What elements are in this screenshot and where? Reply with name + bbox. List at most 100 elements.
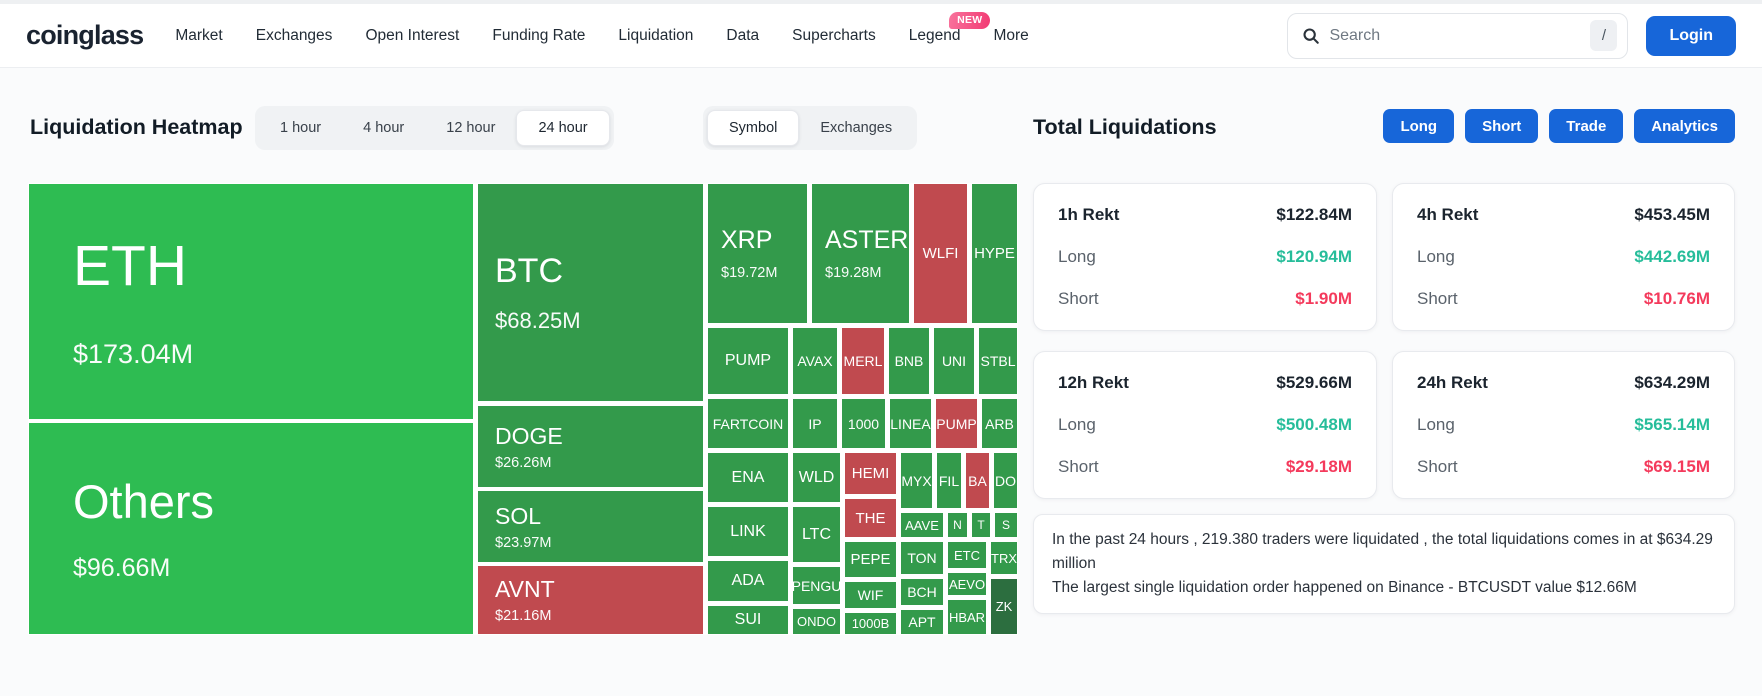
cell-symbol: BA	[968, 472, 987, 489]
nav-item-supercharts[interactable]: Supercharts	[792, 26, 876, 44]
card-row-value-short: $10.76M	[1643, 289, 1710, 308]
treemap-cell-linea[interactable]: LINEA	[889, 398, 932, 449]
cell-symbol: MERL	[843, 353, 883, 369]
search-input[interactable]: Search /	[1287, 12, 1629, 59]
view-option-symbol[interactable]: Symbol	[707, 110, 800, 146]
card-row-value-long: $442.69M	[1634, 247, 1710, 266]
time-option-1-hour[interactable]: 1 hour	[280, 120, 322, 136]
treemap-cell-stbl[interactable]: STBL	[978, 327, 1018, 395]
treemap-cell-ton[interactable]: TON	[900, 541, 944, 575]
treemap-cell-t[interactable]: T	[971, 512, 991, 538]
card-row-label-short: Short	[1417, 289, 1458, 308]
search-placeholder: Search	[1329, 26, 1381, 44]
treemap-cell-n[interactable]: N	[947, 512, 968, 538]
treemap-cell-wlfi[interactable]: WLFI	[913, 183, 968, 324]
symbol-exchanges-toggle: Symbol Exchanges	[703, 106, 918, 150]
treemap-cell-merl[interactable]: MERL	[841, 327, 885, 395]
new-badge: NEW	[949, 11, 991, 29]
card-row-label-long: Long	[1058, 415, 1096, 434]
coinglass-logo[interactable]: coinglass	[26, 20, 144, 50]
card-row-label-long: Long	[1417, 247, 1455, 266]
cell-value: $26.26M	[495, 454, 552, 471]
treemap-cell-pump[interactable]: PUMP	[707, 327, 789, 395]
treemap-cell-hbar[interactable]: HBAR	[947, 599, 987, 635]
nav-item-data[interactable]: Data	[726, 26, 760, 44]
nav-item-market[interactable]: Market	[175, 26, 223, 44]
treemap-cell-avnt[interactable]: AVNT $21.16M	[477, 565, 704, 635]
treemap-cell-wld[interactable]: WLD	[792, 452, 841, 503]
treemap-cell-ondo[interactable]: ONDO	[792, 608, 841, 635]
cell-value: $68.25M	[495, 307, 581, 333]
treemap-cell-ena[interactable]: ENA	[707, 452, 789, 503]
treemap-cell-pengu[interactable]: PENGU	[792, 566, 841, 605]
cell-symbol: PENGU	[792, 577, 841, 594]
treemap-cell-xrp[interactable]: XRP $19.72M	[707, 183, 808, 324]
login-button[interactable]: Login	[1646, 15, 1736, 56]
cell-symbol: N	[953, 518, 962, 532]
time-option-24-hour[interactable]: 24 hour	[516, 110, 610, 146]
card-row-label-short: Short	[1058, 289, 1099, 308]
treemap-cell-ba[interactable]: BA	[965, 452, 990, 509]
treemap-cell-myx[interactable]: MYX	[900, 452, 933, 509]
treemap-cell-1000b[interactable]: 1000B	[844, 612, 897, 635]
time-option-12-hour[interactable]: 12 hour	[446, 120, 496, 136]
cell-symbol: AEVO	[948, 576, 986, 592]
cell-symbol: DOGE	[495, 422, 563, 449]
cell-symbol: BCH	[907, 584, 937, 600]
treemap-cell-etc[interactable]: ETC	[947, 541, 987, 569]
treemap-cell-uni[interactable]: UNI	[933, 327, 975, 395]
treemap-cell-wif[interactable]: WIF	[844, 581, 897, 609]
rekt-card-1h-rekt: 1h Rekt $122.84M Long $120.94M Short $1.90M	[1033, 183, 1377, 331]
trade-button[interactable]: Trade	[1549, 109, 1624, 143]
card-title: 1h Rekt	[1058, 205, 1120, 224]
treemap-cell-fil[interactable]: FIL	[936, 452, 962, 509]
treemap-cell-1000[interactable]: 1000	[841, 398, 886, 449]
card-row-label-long: Long	[1417, 415, 1455, 434]
treemap-cell-arb[interactable]: ARB	[981, 398, 1018, 449]
treemap-cell-sui[interactable]: SUI	[707, 605, 789, 635]
treemap-cell-bnb[interactable]: BNB	[888, 327, 930, 395]
time-option-4-hour[interactable]: 4 hour	[363, 120, 405, 136]
card-row-label-long: Long	[1058, 247, 1096, 266]
treemap-cell-apt[interactable]: APT	[900, 609, 944, 635]
nav-item-legend[interactable]: Legend NEW	[909, 11, 991, 45]
summary-line-1: In the past 24 hours , 219.380 traders w…	[1052, 531, 1713, 572]
treemap-cell-aevo[interactable]: AEVO	[947, 572, 987, 596]
view-option-exchanges[interactable]: Exchanges	[820, 120, 893, 136]
treemap-cell-do[interactable]: DO	[993, 452, 1018, 509]
nav-item-exchanges[interactable]: Exchanges	[255, 26, 333, 44]
treemap-cell-fartcoin[interactable]: FARTCOIN	[707, 398, 789, 449]
treemap-cell-link[interactable]: LINK	[707, 506, 789, 557]
long-button[interactable]: Long	[1383, 109, 1455, 143]
treemap-cell-ltc[interactable]: LTC	[792, 506, 841, 563]
analytics-button[interactable]: Analytics	[1634, 109, 1735, 143]
nav-item-more[interactable]: More	[993, 26, 1029, 44]
nav-item-liquidation[interactable]: Liquidation	[618, 26, 694, 44]
cell-value: $21.16M	[495, 608, 552, 624]
treemap-cell-trx[interactable]: TRX	[990, 541, 1018, 575]
cell-symbol: WLD	[798, 468, 835, 486]
treemap-cell-aster[interactable]: ASTER $19.28M	[811, 183, 910, 324]
treemap-cell-ip[interactable]: IP	[792, 398, 838, 449]
treemap-cell-aave[interactable]: AAVE	[900, 512, 944, 538]
treemap-cell-bch[interactable]: BCH	[900, 578, 944, 606]
treemap-cell-pepe[interactable]: PEPE	[844, 541, 897, 578]
treemap-cell-the[interactable]: THE	[844, 498, 897, 538]
treemap-cell-avax[interactable]: AVAX	[792, 327, 838, 395]
treemap-cell-sol[interactable]: SOL $23.97M	[477, 490, 704, 563]
nav-item-open-interest[interactable]: Open Interest	[365, 26, 460, 44]
treemap-cell-pump[interactable]: PUMP	[935, 398, 978, 449]
treemap-cell-s[interactable]: S	[994, 512, 1018, 538]
treemap-cell-ada[interactable]: ADA	[707, 560, 789, 602]
treemap-cell-hype[interactable]: HYPE	[971, 183, 1018, 324]
treemap-cell-eth[interactable]: ETH $173.04M	[28, 183, 474, 420]
treemap-cell-zk[interactable]: ZK	[990, 578, 1018, 635]
card-total: $529.66M	[1276, 373, 1352, 392]
nav-item-funding-rate[interactable]: Funding Rate	[492, 26, 586, 44]
search-icon	[1302, 27, 1320, 45]
treemap-cell-hemi[interactable]: HEMI	[844, 452, 897, 495]
short-button[interactable]: Short	[1465, 109, 1539, 143]
treemap-cell-btc[interactable]: BTC $68.25M	[477, 183, 704, 402]
treemap-cell-others[interactable]: Others $96.66M	[28, 422, 474, 635]
treemap-cell-doge[interactable]: DOGE $26.26M	[477, 405, 704, 488]
